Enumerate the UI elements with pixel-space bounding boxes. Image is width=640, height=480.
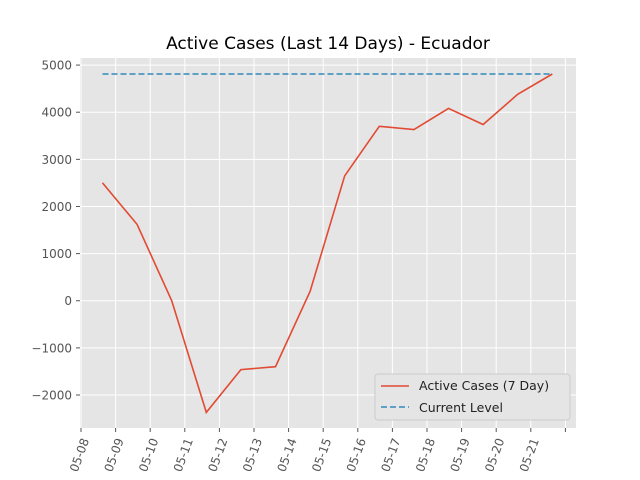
- legend: Active Cases (7 Day) Current Level: [374, 373, 571, 421]
- series-group: [101, 73, 553, 415]
- x-tick-label: 05-11: [171, 436, 196, 474]
- grid: [80, 58, 576, 428]
- y-tick-label: 2000: [41, 200, 72, 214]
- series-line-active-cases: [101, 73, 553, 415]
- x-tick-label: 05-20: [482, 436, 507, 474]
- x-tick-label: 05-09: [102, 436, 127, 474]
- legend-box: [374, 373, 571, 421]
- chart-title: Active Cases (Last 14 Days) - Ecuador: [166, 34, 490, 54]
- x-tick-label: 05-13: [240, 436, 265, 474]
- x-tick-label: 05-21: [517, 436, 542, 474]
- x-tick-label: 05-10: [136, 436, 161, 474]
- y-tick-label: −1000: [31, 341, 72, 355]
- x-tick-label: 05-18: [413, 436, 438, 474]
- x-tick-label: 05-12: [205, 436, 230, 474]
- x-tick-label: 05-14: [275, 436, 300, 474]
- legend-label-current-level: Current Level: [419, 400, 503, 415]
- y-tick-label: −2000: [31, 389, 72, 403]
- y-axis: −2000 −1000 0 1000 2000 3000 4000 5000: [31, 59, 80, 403]
- y-tick-label: 0: [64, 294, 72, 308]
- x-tick-label: 05-19: [448, 436, 473, 474]
- x-tick-label: 05-16: [344, 436, 369, 474]
- y-tick-label: 1000: [41, 247, 72, 261]
- y-tick-label: 5000: [41, 59, 72, 73]
- x-tick-label: 05-15: [309, 436, 334, 474]
- y-tick-label: 4000: [41, 106, 72, 120]
- plot-area: [80, 58, 576, 428]
- legend-label-active-cases: Active Cases (7 Day): [419, 378, 549, 393]
- x-tick-label: 05-17: [378, 436, 403, 474]
- y-tick-label: 3000: [41, 153, 72, 167]
- x-axis: 05-08 05-09 05-10 05-11 05-12 05-13 05-14 05-15…: [67, 428, 566, 474]
- x-tick-label: 05-08: [67, 436, 92, 474]
